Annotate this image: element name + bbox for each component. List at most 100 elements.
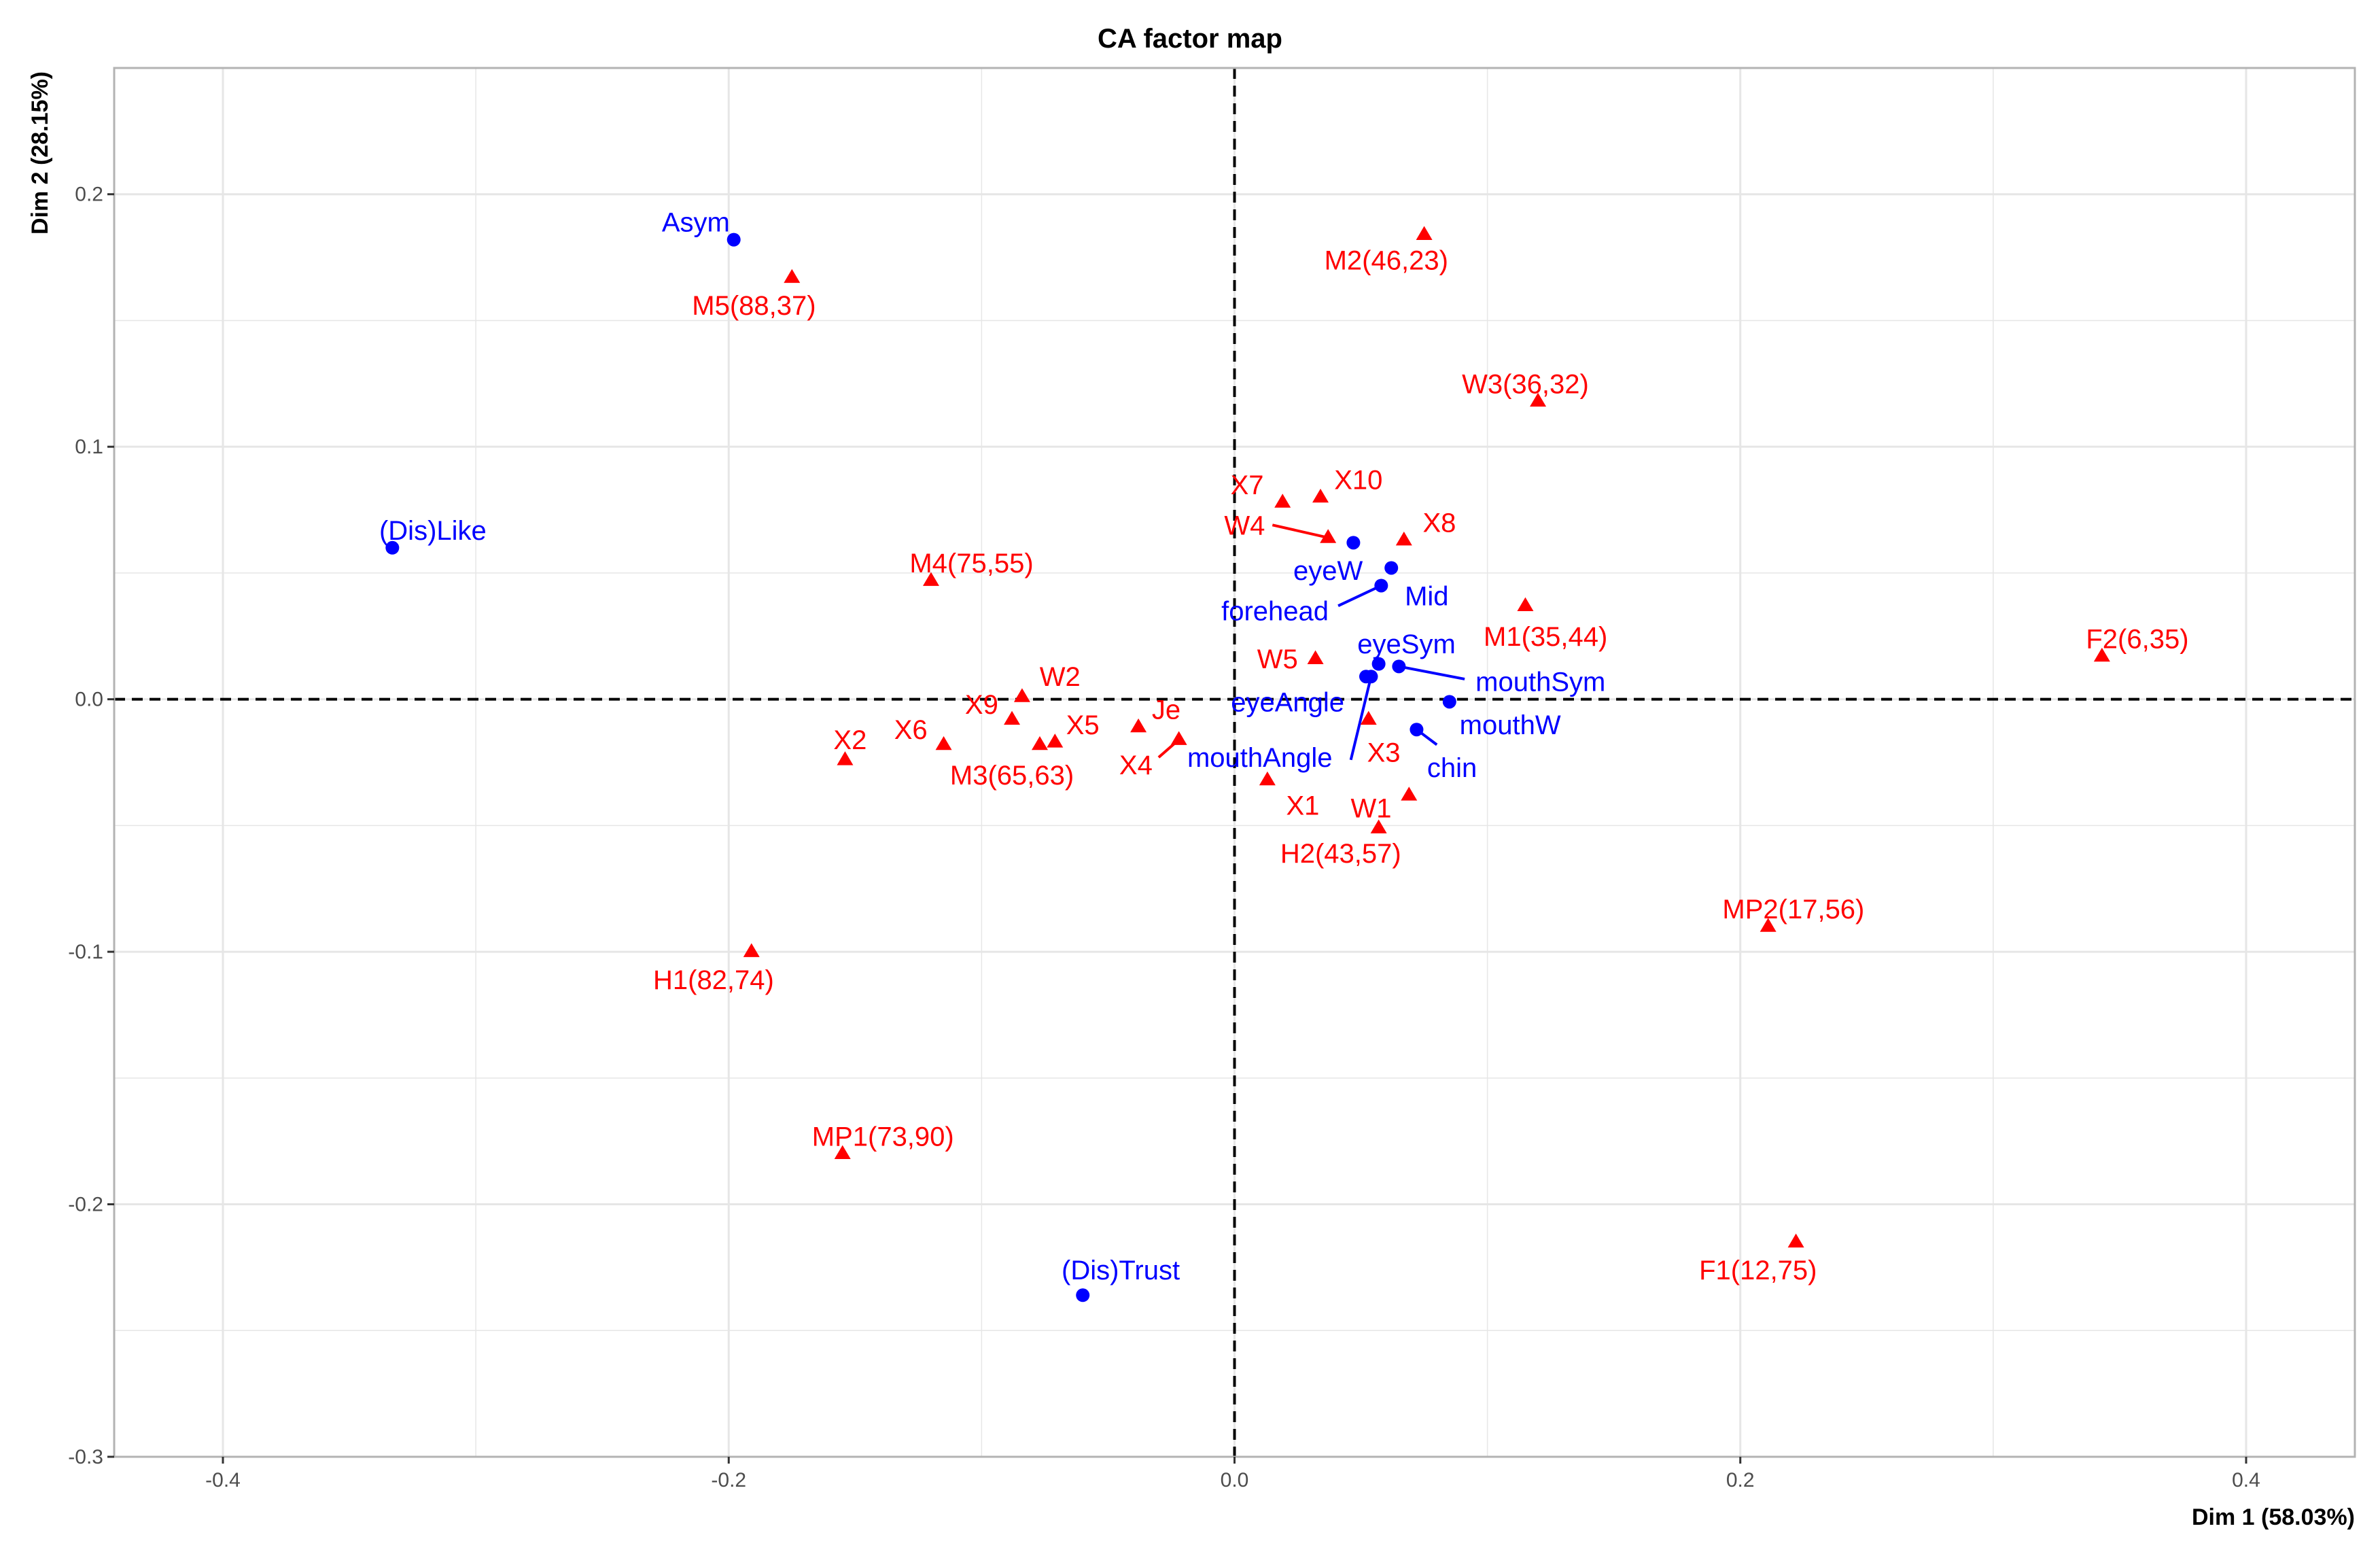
row-point-marker — [1031, 736, 1048, 750]
y-tick-label: -0.2 — [68, 1194, 103, 1216]
column-point-marker — [1364, 670, 1378, 684]
column-point-label: eyeSym — [1357, 629, 1456, 659]
column-point-marker — [1346, 536, 1361, 550]
label-connector — [1272, 523, 1329, 539]
row-point-label: X8 — [1422, 508, 1456, 538]
point-labels: M2(46,23) M5(88,37) W3(36,32) X7 X10 W4 X8 M4(7… — [379, 208, 2189, 1286]
row-point-marker — [1517, 597, 1534, 611]
row-point-marker — [1312, 488, 1329, 503]
column-point-marker — [1392, 659, 1406, 674]
row-point-marker — [1787, 1233, 1804, 1248]
row-point-label: W2 — [1040, 662, 1081, 692]
row-point-marker — [1320, 529, 1337, 543]
column-point-label: eyeW — [1293, 556, 1363, 586]
column-point-marker — [1410, 723, 1424, 737]
y-axis-title: Dim 2 (28.15%) — [27, 71, 53, 235]
label-connector — [1349, 676, 1373, 761]
row-point-label: MP1(73,90) — [812, 1122, 954, 1152]
column-point-marker — [1076, 1288, 1090, 1302]
row-point-label: X4 — [1119, 750, 1153, 780]
row-point-label: X1 — [1287, 791, 1320, 821]
label-connector — [1399, 665, 1465, 680]
column-point-label: Asym — [662, 208, 730, 238]
row-point-label: M5(88,37) — [692, 291, 816, 321]
x-tick-label: 0.0 — [1221, 1469, 1249, 1491]
column-point-label: (Dis)Like — [379, 516, 487, 546]
y-tick-label: 0.2 — [75, 184, 103, 206]
column-point-marker — [1442, 695, 1456, 709]
y-tick-label: -0.1 — [68, 941, 103, 963]
row-point-label: M4(75,55) — [909, 549, 1033, 579]
column-point-marker — [1371, 657, 1386, 671]
row-point-label: H1(82,74) — [653, 965, 774, 995]
row-point-label: X2 — [833, 725, 867, 755]
x-axis-title: Dim 1 (58.03%) — [2192, 1504, 2355, 1530]
row-point-label: X9 — [965, 690, 998, 720]
axis-ticks: -0.4 -0.2 0.0 0.2 0.4 -0.3 -0.2 -0.1 0.0 0.1 0.2 — [68, 184, 2260, 1491]
column-point-marker — [385, 540, 400, 555]
row-point-marker — [1401, 787, 1418, 801]
row-point-label: X3 — [1367, 738, 1401, 768]
row-point-marker — [1307, 650, 1324, 665]
column-point-marker — [1384, 561, 1399, 575]
label-connector — [1337, 584, 1382, 608]
y-tick-label: -0.3 — [68, 1446, 103, 1468]
row-point-marker — [1047, 733, 1064, 748]
column-point-marker — [1374, 579, 1388, 593]
column-point-label: (Dis)Trust — [1062, 1256, 1180, 1285]
column-point-label: mouthW — [1460, 710, 1561, 740]
column-point-label: mouthSym — [1475, 668, 1605, 697]
chart-title: CA factor map — [1098, 24, 1282, 54]
row-point-marker — [1760, 918, 1777, 932]
row-point-label: M3(65,63) — [950, 761, 1074, 791]
reference-lines — [114, 68, 2355, 1457]
row-point-label: F1(12,75) — [1699, 1256, 1817, 1285]
row-point-label: MP2(17,56) — [1722, 895, 1864, 925]
row-point-label: X6 — [894, 715, 928, 745]
row-point-marker — [1530, 392, 1547, 407]
row-point-marker — [1395, 532, 1412, 546]
row-point-marker — [922, 572, 939, 586]
row-point-label: M2(46,23) — [1325, 245, 1448, 275]
row-point-marker — [1416, 226, 1433, 240]
x-tick-label: 0.2 — [1726, 1469, 1755, 1491]
row-point-label: X7 — [1231, 470, 1264, 500]
row-point-marker — [834, 1145, 851, 1160]
row-point-marker — [784, 269, 801, 283]
row-point-marker — [1259, 771, 1276, 786]
row-point-label: W1 — [1350, 793, 1391, 823]
row-point-marker — [1170, 731, 1187, 745]
row-point-marker — [1004, 710, 1021, 725]
row-point-marker — [1013, 688, 1030, 702]
row-point-label: W4 — [1224, 511, 1265, 540]
column-point-label: mouthAngle — [1187, 743, 1332, 773]
row-point-label: X5 — [1066, 710, 1100, 740]
row-point-marker — [1370, 819, 1387, 833]
row-point-marker — [1274, 494, 1291, 508]
row-point-label: W5 — [1257, 644, 1298, 674]
column-point-label: chin — [1427, 753, 1477, 783]
row-point-marker — [2093, 647, 2110, 662]
column-point-label: forehead — [1221, 597, 1329, 627]
x-tick-label: -0.2 — [711, 1469, 746, 1491]
y-tick-label: 0.0 — [75, 689, 103, 711]
row-point-label: H2(43,57) — [1280, 839, 1401, 869]
row-point-marker — [837, 751, 854, 765]
row-point-label: F2(6,35) — [2086, 624, 2188, 654]
column-point-label: Mid — [1405, 581, 1448, 611]
column-point-marker — [727, 232, 741, 247]
row-point-label: W3(36,32) — [1462, 369, 1589, 399]
row-point-label: X10 — [1334, 465, 1382, 495]
row-point-marker — [1130, 718, 1147, 733]
data-points — [385, 226, 2110, 1302]
row-point-label: Je — [1152, 695, 1180, 725]
row-point-label: M1(35,44) — [1484, 622, 1607, 652]
y-tick-label: 0.1 — [75, 436, 103, 458]
x-tick-label: -0.4 — [205, 1469, 241, 1491]
row-point-marker — [743, 943, 760, 957]
x-tick-label: 0.4 — [2232, 1469, 2260, 1491]
column-point-label: eyeAngle — [1231, 687, 1344, 717]
row-point-marker — [1360, 710, 1377, 725]
